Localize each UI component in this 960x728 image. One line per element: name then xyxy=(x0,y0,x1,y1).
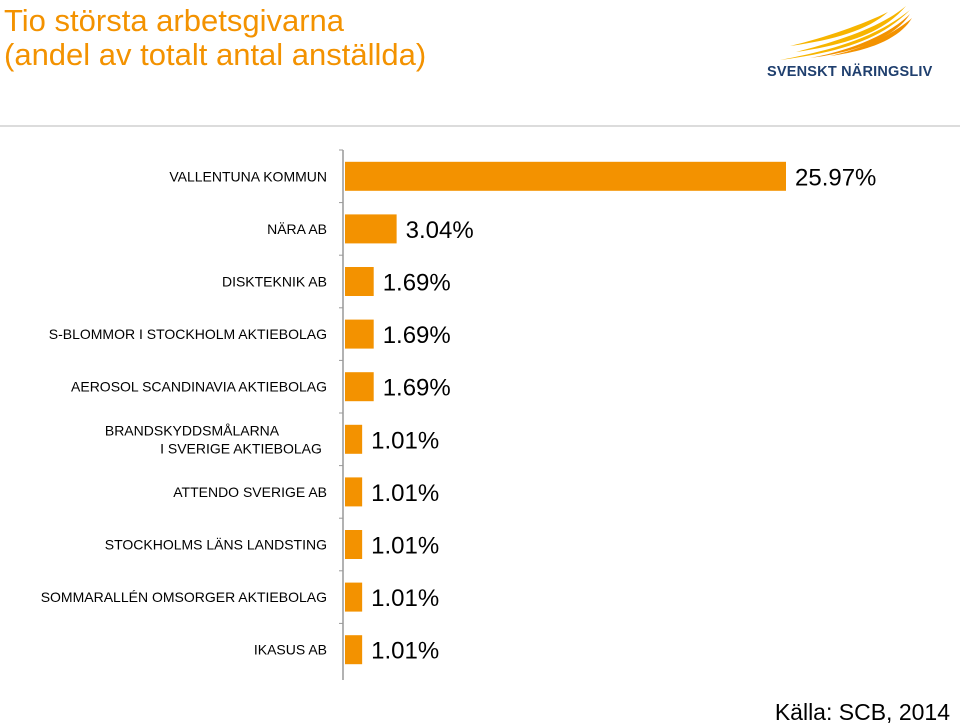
title-line-2: (andel av totalt antal anställda) xyxy=(4,37,427,72)
bar xyxy=(345,530,363,559)
category-label: S-BLOMMOR I STOCKHOLM AKTIEBOLAG xyxy=(49,326,327,342)
data-label: 1.69% xyxy=(383,322,451,349)
bar xyxy=(345,319,374,349)
bar-chart: VALLENTUNA KOMMUN 25.97% NÄRA AB 3.04% DISKT… xyxy=(41,149,876,680)
logo-wordmark: SVENSKT NÄRINGSLIV xyxy=(767,64,933,80)
bar xyxy=(345,161,786,191)
bar xyxy=(345,372,374,402)
category-label: ATTENDO SVERIGE AB xyxy=(173,484,327,500)
data-label: 3.04% xyxy=(406,217,474,244)
category-label: DISKTEKNIK AB xyxy=(222,274,327,290)
data-label: 1.69% xyxy=(383,270,451,297)
title-line-1: Tio största arbetsgivarna xyxy=(4,3,345,38)
data-label: 25.97% xyxy=(795,164,876,191)
category-label: VALLENTUNA KOMMUN xyxy=(169,168,327,184)
category-label: BRANDSKYDDSMÅLARNA I SVERIGE AKTIEBOLAG xyxy=(105,422,322,456)
header-divider xyxy=(0,125,960,127)
data-label: 1.01% xyxy=(371,480,439,507)
category-label: IKASUS AB xyxy=(254,642,327,658)
data-label: 1.01% xyxy=(371,585,439,612)
bar xyxy=(345,582,363,612)
category-label: SOMMARALLÉN OMSORGER AKTIEBOLAG xyxy=(41,589,327,605)
category-label: STOCKHOLMS LÄNS LANDSTING xyxy=(105,537,327,553)
page-title: Tio största arbetsgivarna (andel av tota… xyxy=(4,4,426,72)
data-label: 1.01% xyxy=(371,427,439,454)
category-label: NÄRA AB xyxy=(267,221,327,237)
bar xyxy=(345,635,363,665)
bar xyxy=(345,424,363,454)
source-note: Källa: SCB, 2014 xyxy=(774,699,950,725)
sunburst-logo-icon xyxy=(780,6,912,60)
data-label: 1.01% xyxy=(371,533,439,560)
data-label: 1.01% xyxy=(371,638,439,665)
bar xyxy=(345,267,374,296)
bar xyxy=(345,477,363,507)
category-label: AEROSOL SCANDINAVIA AKTIEBOLAG xyxy=(71,379,327,395)
bar xyxy=(345,214,397,244)
data-label: 1.69% xyxy=(383,375,451,402)
